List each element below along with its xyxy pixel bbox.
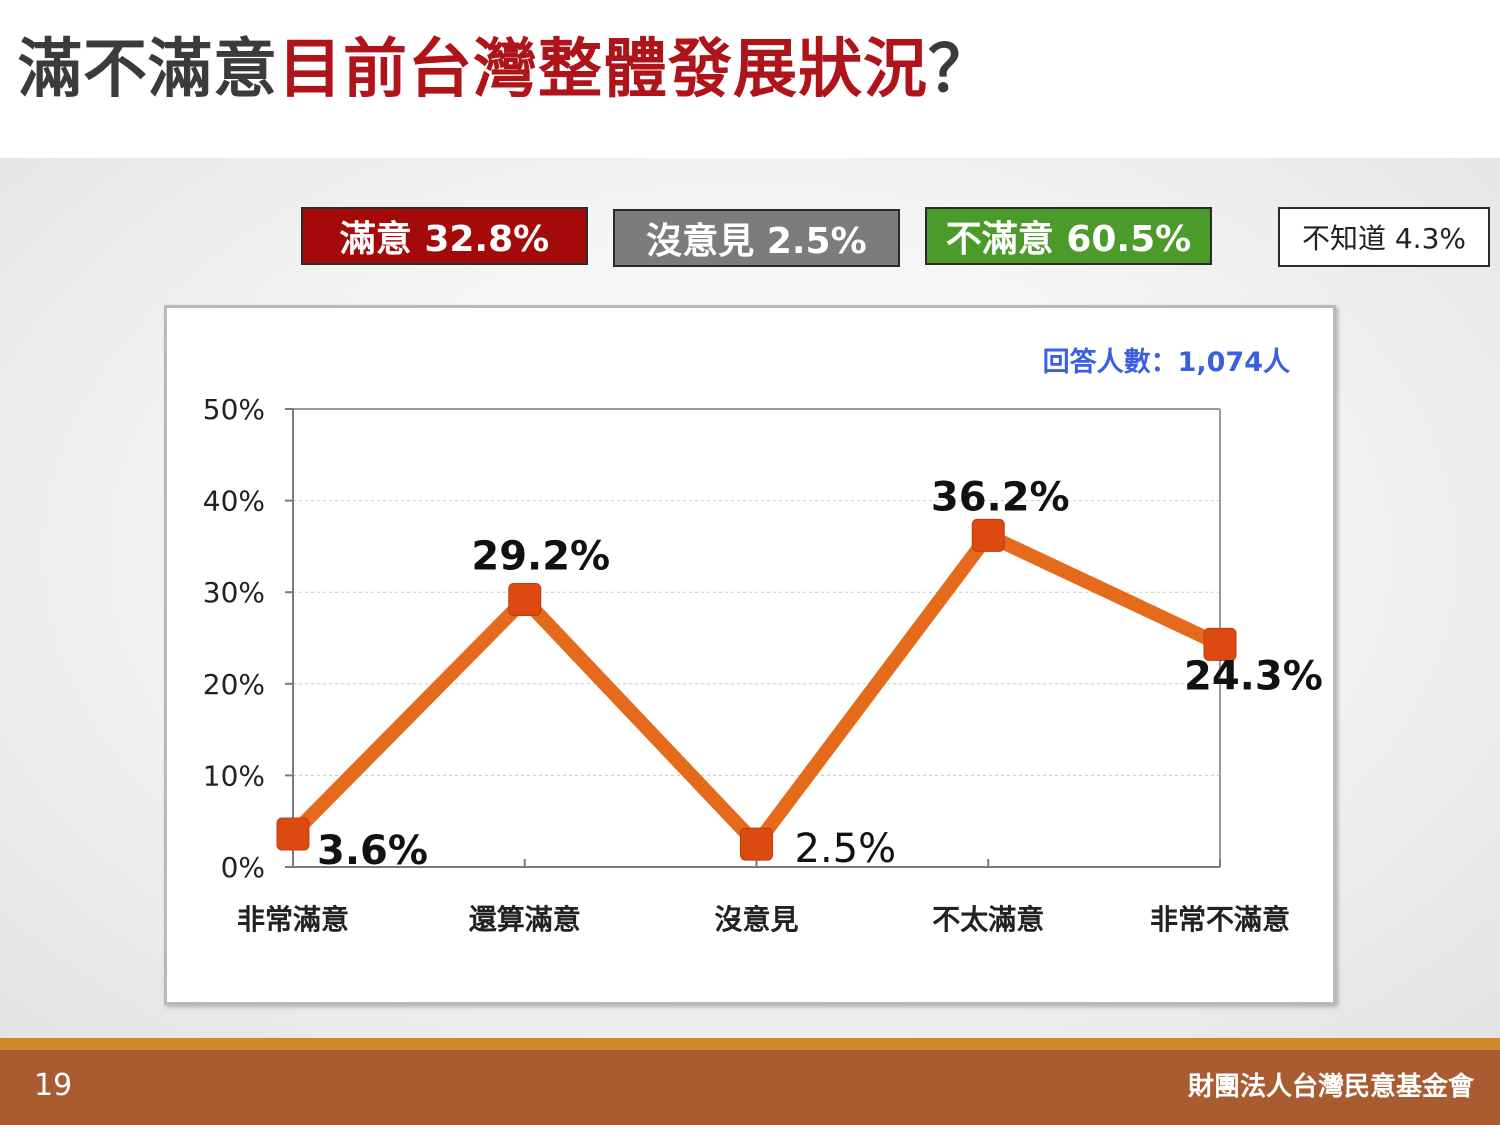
x-tick-labels: 非常滿意 還算滿意 沒意見 不太滿意 非常不滿意 bbox=[237, 903, 1290, 936]
title-part-2: 目前台灣整體發展狀況 bbox=[278, 33, 928, 107]
footer-stripe bbox=[0, 1038, 1500, 1050]
summary-dont-know: 不知道 4.3% bbox=[1278, 207, 1490, 267]
y-tick-label: 40% bbox=[203, 485, 265, 518]
x-tick-label: 非常不滿意 bbox=[1150, 903, 1290, 936]
chart-frame: 回答人數：1,074人 0% 10% 20% 30% 40% 50% 非常滿意 還算滿意 沒意… bbox=[164, 305, 1336, 1005]
title-bar: 滿不滿意目前台灣整體發展狀況？ bbox=[0, 0, 1500, 158]
data-label: 3.6% bbox=[317, 828, 428, 874]
data-labels: 3.6% 29.2% 2.5% 36.2% 24.3% bbox=[317, 474, 1323, 874]
x-tick-label: 不太滿意 bbox=[932, 903, 1044, 936]
page-number: 19 bbox=[34, 1068, 73, 1103]
data-point bbox=[1203, 627, 1237, 661]
line-chart: 回答人數：1,074人 0% 10% 20% 30% 40% 50% 非常滿意 還算滿意 沒意… bbox=[203, 346, 1323, 936]
series-layer bbox=[276, 518, 1237, 861]
slide-title: 滿不滿意目前台灣整體發展狀況？ bbox=[18, 33, 993, 108]
data-point bbox=[971, 518, 1005, 552]
data-label: 24.3% bbox=[1184, 653, 1323, 699]
data-point bbox=[508, 583, 542, 617]
y-tick-label: 30% bbox=[203, 576, 265, 609]
footer-bar bbox=[0, 1050, 1500, 1125]
y-tick-label: 10% bbox=[203, 759, 265, 792]
organization-name: 財團法人台灣民意基金會 bbox=[1187, 1072, 1474, 1102]
y-tick-label: 0% bbox=[221, 851, 265, 884]
series-line bbox=[286, 526, 1227, 855]
data-point bbox=[740, 827, 773, 861]
axes bbox=[285, 408, 1221, 868]
y-tick-labels: 0% 10% 20% 30% 40% 50% bbox=[203, 393, 265, 884]
x-tick-label: 非常滿意 bbox=[237, 903, 349, 936]
x-tick-label: 還算滿意 bbox=[469, 903, 581, 936]
summary-neutral: 沒意見 2.5% bbox=[613, 209, 900, 267]
title-part-3: ？ bbox=[928, 33, 993, 107]
data-label: 2.5% bbox=[795, 826, 897, 872]
gridlines bbox=[293, 408, 1220, 776]
summary-dissatisfied: 不滿意 60.5% bbox=[925, 207, 1212, 265]
y-tick-label: 50% bbox=[203, 393, 265, 426]
x-tick-label: 沒意見 bbox=[714, 903, 798, 936]
respondent-count: 回答人數：1,074人 bbox=[1043, 346, 1290, 378]
title-part-1: 滿不滿意 bbox=[18, 33, 278, 107]
data-point bbox=[276, 817, 310, 851]
data-label: 36.2% bbox=[931, 474, 1070, 520]
data-label: 29.2% bbox=[471, 534, 610, 580]
y-tick-label: 20% bbox=[203, 668, 265, 701]
summary-satisfied: 滿意 32.8% bbox=[301, 207, 588, 265]
